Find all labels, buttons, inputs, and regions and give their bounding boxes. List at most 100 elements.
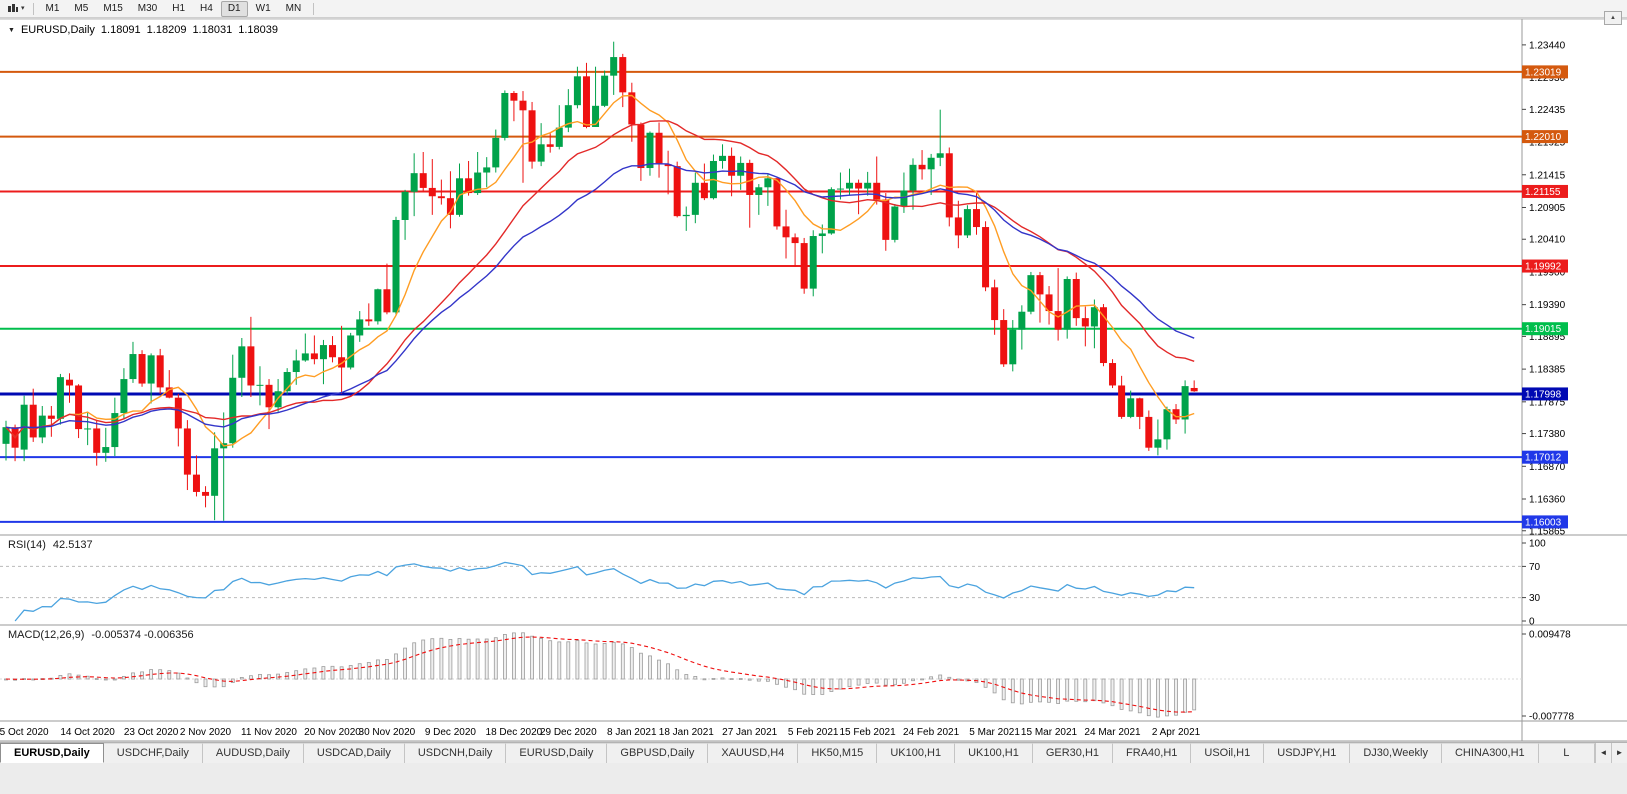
chart-tab-bar: EURUSD,Daily USDCHF,Daily AUDUSD,Daily USDC…: [0, 742, 1627, 763]
chart-info-line: ▼ EURUSD,Daily 1.18091 1.18209 1.18031 1…: [8, 24, 278, 36]
svg-text:100: 100: [1529, 539, 1546, 550]
svg-text:1.16870: 1.16870: [1529, 462, 1566, 473]
ohlc-open: 1.18091: [100, 24, 141, 36]
tab-scroll-buttons: ◄ ►: [1595, 743, 1627, 763]
svg-text:1.15865: 1.15865: [1529, 526, 1566, 537]
chart-tab-eurusd-daily[interactable]: EURUSD,Daily: [506, 743, 608, 763]
macd-histogram: [4, 632, 1197, 718]
timeframe-button-d1[interactable]: D1: [220, 0, 248, 17]
chart-tab-hk50-m15[interactable]: HK50,M15: [798, 743, 878, 763]
chart-tab-xauusd-h4[interactable]: XAUUSD,H4: [708, 743, 799, 763]
chart-symb ol-period: EURUSD,Daily: [20, 24, 95, 36]
chart-tab-usdjpy-h1[interactable]: USDJPY,H1: [1264, 743, 1351, 763]
svg-text:15 Mar 2021: 15 Mar 2021: [1021, 727, 1078, 738]
svg-text:14 Oct 2020: 14 Oct 2020: [60, 727, 115, 738]
chart-tab-usoil-h1[interactable]: USOil,H1: [1191, 743, 1265, 763]
svg-text:24 Feb 2021: 24 Feb 2021: [903, 727, 960, 738]
svg-text:30: 30: [1529, 593, 1541, 604]
timeframe-button-m1[interactable]: M1: [45, 2, 60, 14]
chart-tab-uk100-h1[interactable]: UK100,H1: [955, 743, 1033, 763]
svg-text:15 Feb 2021: 15 Feb 2021: [840, 727, 897, 738]
timeframe-button-w1[interactable]: W1: [255, 2, 271, 14]
svg-text:1.21415: 1.21415: [1529, 170, 1566, 181]
ohlc-low: 1.18031: [192, 24, 233, 36]
ohlc-high: 1.18209: [146, 24, 187, 36]
left-arrow-icon: ◄: [1599, 748, 1608, 757]
rsi-line: [14, 561, 1195, 622]
rsi-label: RSI(14) 42.5137: [8, 539, 93, 551]
svg-text:29 Dec 2020: 29 Dec 2020: [540, 727, 597, 738]
chart-window-background: [0, 19, 1627, 741]
chart-tab-uk100-h1[interactable]: UK100,H1: [877, 743, 956, 763]
status-strip: [0, 763, 1627, 794]
date-axis: 5 Oct 2020 14 Oct 2020 23 Oct 2020 2 Nov 20…: [0, 727, 1201, 738]
svg-text:5 Oct 2020: 5 Oct 2020: [0, 727, 49, 738]
chart-tab-ger30-h1[interactable]: GER30,H1: [1032, 743, 1114, 763]
timeframe-button-h4[interactable]: H4: [200, 2, 213, 14]
top-toolbar: ▾ M1 M5 M15 M30 H1 H4 D1 W1 MN: [0, 0, 1627, 18]
svg-text:1.20905: 1.20905: [1529, 203, 1566, 214]
svg-text:1.19992: 1.19992: [1525, 262, 1562, 273]
chart-tab-usdcad-daily[interactable]: USDCAD,Daily: [303, 743, 405, 763]
svg-text:0.009478: 0.009478: [1529, 630, 1571, 641]
svg-text:20 Nov 2020: 20 Nov 2020: [304, 727, 361, 738]
svg-text:70: 70: [1529, 562, 1541, 573]
candlestick-chart-icon: [8, 3, 18, 12]
svg-text:1.23440: 1.23440: [1529, 40, 1566, 51]
timeframe-button-m15[interactable]: M15: [103, 2, 123, 14]
timeframe-button-group: M1 M5 M15 M30 H1 H4 D1 W1 MN: [39, 0, 309, 17]
svg-text:1.17875: 1.17875: [1529, 397, 1566, 408]
svg-text:5 Mar 2021: 5 Mar 2021: [969, 727, 1020, 738]
macd-signal-line: [5, 636, 1195, 713]
svg-text:11 Nov 2020: 11 Nov 2020: [241, 727, 297, 738]
chart-tab-usdchf-daily[interactable]: USDCHF,Daily: [103, 743, 203, 763]
chart-tab-dj30-weekly[interactable]: DJ30,Weekly: [1350, 743, 1442, 763]
dropdown-caret-icon: ▾: [21, 5, 25, 12]
svg-text:8 Jan 2021: 8 Jan 2021: [607, 727, 657, 738]
tab-list: EURUSD,Daily USDCHF,Daily AUDUSD,Daily USDC…: [0, 743, 1595, 763]
svg-text:1.19390: 1.19390: [1529, 300, 1566, 311]
chart-tab-audusd-daily[interactable]: AUDUSD,Daily: [202, 743, 304, 763]
chart-tab-china300-h1[interactable]: CHINA300,H1: [1441, 743, 1539, 763]
svg-text:18 Dec 2020: 18 Dec 2020: [486, 727, 543, 738]
timeframe-button-mn[interactable]: MN: [285, 2, 302, 14]
svg-text:1.22435: 1.22435: [1529, 105, 1566, 116]
rsi-panel: 100 70 30 0: [0, 539, 1546, 628]
svg-text:1.17012: 1.17012: [1525, 453, 1562, 464]
price-tags: 1.23019 1.22010 1.21155 1.19992 1.19015 1.179…: [1522, 65, 1568, 529]
timeframe-button-h1[interactable]: H1: [172, 2, 186, 14]
chart-tab-gbpusd-daily[interactable]: GBPUSD,Daily: [607, 743, 709, 763]
svg-text:2 Apr 2021: 2 Apr 2021: [1152, 727, 1201, 738]
svg-text:1.22010: 1.22010: [1525, 132, 1562, 143]
chart-type-button[interactable]: ▾: [4, 2, 28, 16]
svg-text:1.16360: 1.16360: [1529, 495, 1566, 506]
rsi-name: RSI(14): [8, 539, 46, 551]
ma-line-sma-20: [5, 120, 1195, 439]
expand-caret-icon[interactable]: ▼: [8, 26, 15, 34]
macd-values: -0.005374 -0.006356: [91, 629, 194, 641]
svg-text:24 Mar 2021: 24 Mar 2021: [1084, 727, 1141, 738]
chart-tab-eurusd-daily[interactable]: EURUSD,Daily: [0, 743, 104, 763]
scroll-up-button[interactable]: ▲: [1604, 11, 1622, 25]
right-arrow-icon: ►: [1615, 748, 1624, 757]
svg-text:-0.007778: -0.007778: [1529, 712, 1574, 723]
chart-tab-fra40-h1[interactable]: FRA40,H1: [1113, 743, 1192, 763]
svg-text:30 Nov 2020: 30 Nov 2020: [359, 727, 416, 738]
macd-label: MACD(12,26,9) -0.005374 -0.006356: [8, 629, 194, 641]
tab-scroll-left-button[interactable]: ◄: [1595, 743, 1611, 763]
ohlc-close: 1.18039: [238, 24, 278, 36]
chart-tab-usdcnh-daily[interactable]: USDCNH,Daily: [404, 743, 507, 763]
rsi-value: 42.5137: [52, 539, 93, 551]
timeframe-button-m30[interactable]: M30: [137, 2, 158, 14]
svg-text:1.19015: 1.19015: [1525, 324, 1562, 335]
up-arrow-icon: ▲: [1610, 15, 1616, 21]
svg-text:0: 0: [1529, 617, 1535, 628]
toolbar-separator: [32, 2, 34, 15]
ma-line-ema-30: [5, 163, 1195, 430]
timeframe-button-m5[interactable]: M5: [74, 2, 89, 14]
tab-scroll-right-button[interactable]: ►: [1611, 743, 1627, 763]
chart-tab-partial[interactable]: L: [1538, 743, 1595, 763]
svg-text:1.19900: 1.19900: [1529, 267, 1566, 278]
svg-text:2 Nov 2020: 2 Nov 2020: [180, 727, 232, 738]
